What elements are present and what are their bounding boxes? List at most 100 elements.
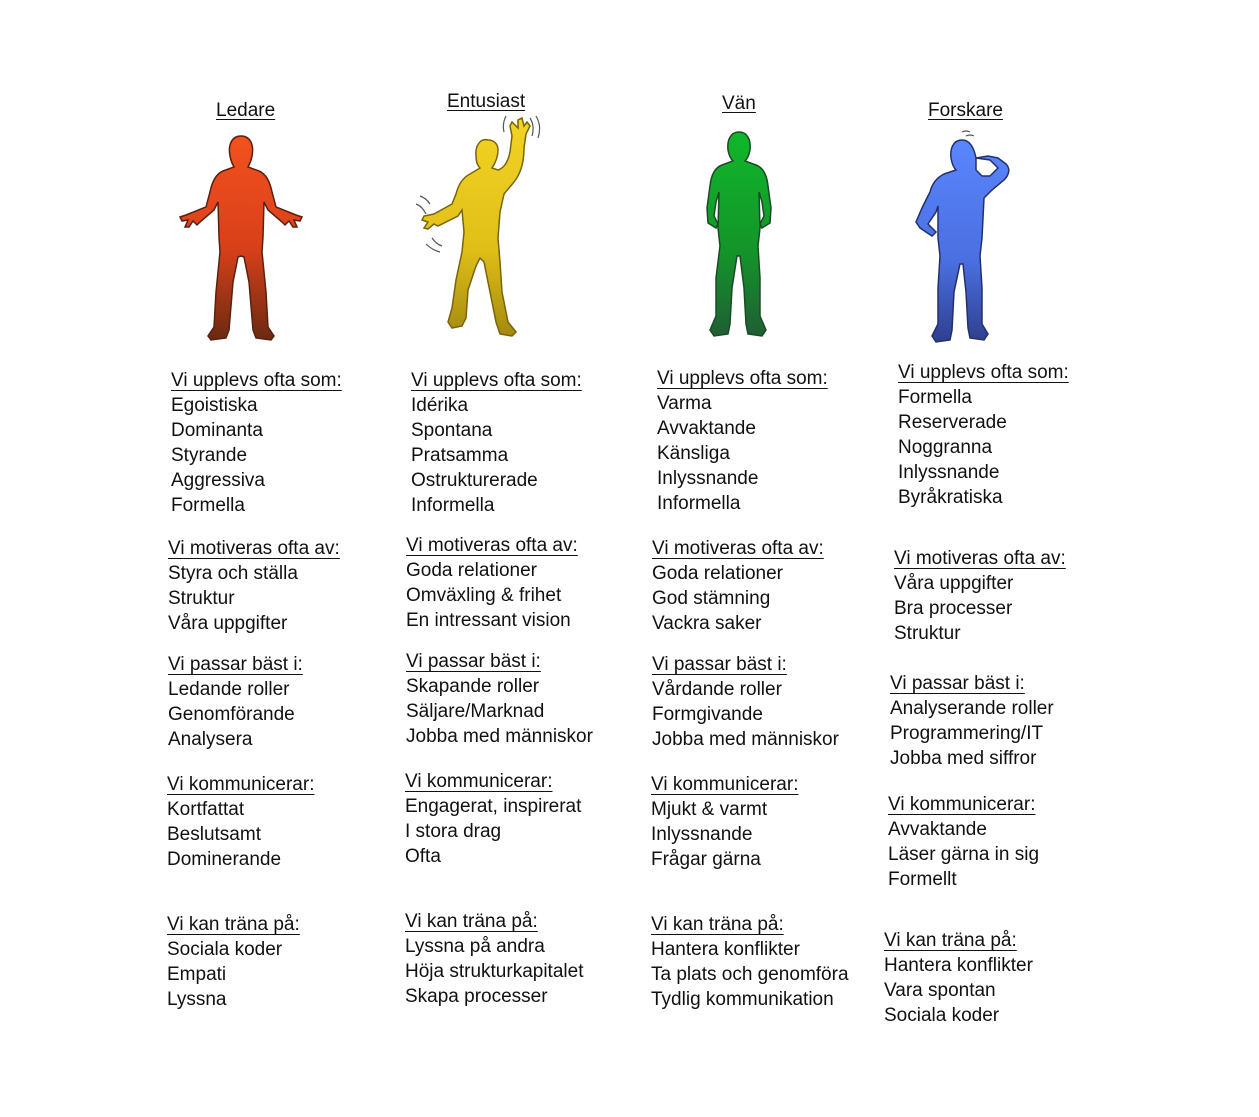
list-item: Styrande (171, 445, 248, 466)
list-item: Säljare/Marknad (406, 701, 545, 722)
list-item: Hantera konflikter (651, 939, 800, 960)
list-item: Struktur (168, 588, 235, 609)
section-heading: Vi upplevs ofta som: (898, 362, 1069, 383)
column-forskare: Forskare Vi upplevs ofta som: Formella R… (0, 0, 1069, 1117)
list-item: Frågar gärna (651, 849, 761, 870)
section-trana: Vi kan träna på: Hantera konflikter Vara… (884, 928, 1033, 1028)
list-item: Vårdande roller (652, 679, 782, 700)
list-item: Formella (171, 495, 245, 516)
section-motiveras: Vi motiveras ofta av: Goda relationer Om… (406, 533, 578, 633)
list-item: Ta plats och genomföra (651, 964, 849, 985)
list-item: Informella (411, 495, 495, 516)
list-item: Sociala koder (884, 1005, 1000, 1026)
list-item: Avvaktande (888, 819, 987, 840)
list-item: Inlyssnande (651, 824, 753, 845)
section-trana: Vi kan träna på: Sociala koder Empati Ly… (167, 912, 300, 1012)
yellow-figure-icon (415, 115, 541, 337)
list-item: Programmering/IT (890, 723, 1044, 744)
section-heading: Vi kan träna på: (405, 911, 538, 932)
list-item: Skapa processer (405, 986, 548, 1007)
list-item: Struktur (894, 623, 961, 644)
section-motiveras: Vi motiveras ofta av: Våra uppgifter Bra… (894, 546, 1066, 646)
column-entusiast: Entusiast Vi upplevs ofta som: Idérika S… (0, 0, 593, 1117)
list-item: Reserverade (898, 412, 1007, 433)
list-item: Inlyssnande (898, 462, 1000, 483)
column-van: Vän Vi upplevs ofta som: Varma Avvaktand… (0, 0, 849, 1117)
section-heading: Vi motiveras ofta av: (652, 538, 824, 559)
section-heading: Vi kan träna på: (884, 930, 1017, 951)
section-heading: Vi upplevs ofta som: (411, 370, 582, 391)
list-item: Pratsamma (411, 445, 509, 466)
list-item: Dominerande (167, 849, 282, 870)
section-heading: Vi motiveras ofta av: (894, 548, 1066, 569)
list-item: Vara spontan (884, 980, 996, 1001)
section-heading: Vi motiveras ofta av: (168, 538, 340, 559)
list-item: Känsliga (657, 443, 730, 464)
column-title: Ledare (216, 100, 276, 121)
section-trana: Vi kan träna på: Lyssna på andra Höja st… (405, 909, 583, 1009)
section-upplevs: Vi upplevs ofta som: Egoistiska Dominant… (171, 368, 342, 518)
list-item: Omväxling & frihet (406, 585, 562, 606)
list-item: Styra och ställa (168, 563, 298, 584)
list-item: Idérika (411, 395, 469, 416)
list-item: Mjukt & varmt (651, 799, 768, 820)
section-upplevs: Vi upplevs ofta som: Idérika Spontana Pr… (411, 368, 582, 518)
list-item: Ledande roller (168, 679, 290, 700)
list-item: Lyssna på andra (405, 936, 545, 957)
list-item: En intressant vision (406, 610, 571, 631)
section-heading: Vi kommunicerar: (651, 774, 799, 795)
green-figure-icon (706, 131, 772, 337)
list-item: Jobba med siffror (890, 748, 1037, 769)
list-item: Aggressiva (171, 470, 265, 491)
list-item: Genomförande (168, 704, 295, 725)
list-item: Hantera konflikter (884, 955, 1033, 976)
column-title: Vän (722, 93, 756, 114)
section-motiveras: Vi motiveras ofta av: Goda relationer Go… (652, 536, 824, 636)
list-item: Formgivande (652, 704, 763, 725)
list-item: Varma (657, 393, 712, 414)
list-item: Goda relationer (652, 563, 783, 584)
list-item: Vackra saker (652, 613, 762, 634)
list-item: Bra processer (894, 598, 1013, 619)
section-heading: Vi passar bäst i: (406, 651, 541, 672)
list-item: Jobba med människor (652, 729, 839, 750)
section-heading: Vi upplevs ofta som: (171, 370, 342, 391)
column-title: Forskare (928, 100, 1003, 121)
section-heading: Vi upplevs ofta som: (657, 368, 828, 389)
list-item: Våra uppgifter (168, 613, 288, 634)
list-item: Goda relationer (406, 560, 537, 581)
list-item: Våra uppgifter (894, 573, 1014, 594)
list-item: Läser gärna in sig (888, 844, 1040, 865)
list-item: I stora drag (405, 821, 502, 842)
list-item: Spontana (411, 420, 493, 441)
section-passar: Vi passar bäst i: Skapande roller Säljar… (406, 649, 593, 749)
list-item: Inlyssnande (657, 468, 759, 489)
list-item: Ofta (405, 846, 441, 867)
section-heading: Vi kommunicerar: (888, 794, 1036, 815)
list-item: Analyserande roller (890, 698, 1054, 719)
section-kommunicerar: Vi kommunicerar: Mjukt & varmt Inlyssnan… (651, 772, 798, 872)
section-heading: Vi passar bäst i: (652, 654, 787, 675)
section-kommunicerar: Vi kommunicerar: Engagerat, inspirerat I… (405, 769, 581, 869)
section-passar: Vi passar bäst i: Vårdande roller Formgi… (652, 652, 839, 752)
column-ledare: Ledare Vi upplevs ofta som: Egoistiska D… (0, 0, 342, 1117)
list-item: Jobba med människor (406, 726, 593, 747)
red-figure-icon (178, 135, 304, 341)
list-item: Tydlig kommunikation (651, 989, 834, 1010)
section-upplevs: Vi upplevs ofta som: Varma Avvaktande Kä… (657, 366, 828, 516)
list-item: Formella (898, 387, 972, 408)
section-heading: Vi motiveras ofta av: (406, 535, 578, 556)
list-item: Empati (167, 964, 227, 985)
section-heading: Vi passar bäst i: (168, 654, 303, 675)
section-motiveras: Vi motiveras ofta av: Styra och ställa S… (168, 536, 340, 636)
list-item: Noggranna (898, 437, 993, 458)
section-heading: Vi kommunicerar: (405, 771, 553, 792)
list-item: Byråkratiska (898, 487, 1003, 508)
blue-figure-icon (915, 130, 1010, 343)
list-item: Ostrukturerade (411, 470, 538, 491)
section-upplevs: Vi upplevs ofta som: Formella Reserverad… (898, 360, 1069, 510)
list-item: Kortfattat (167, 799, 245, 820)
list-item: Skapande roller (406, 676, 540, 697)
list-item: Beslutsamt (167, 824, 261, 845)
list-item: God stämning (652, 588, 771, 609)
